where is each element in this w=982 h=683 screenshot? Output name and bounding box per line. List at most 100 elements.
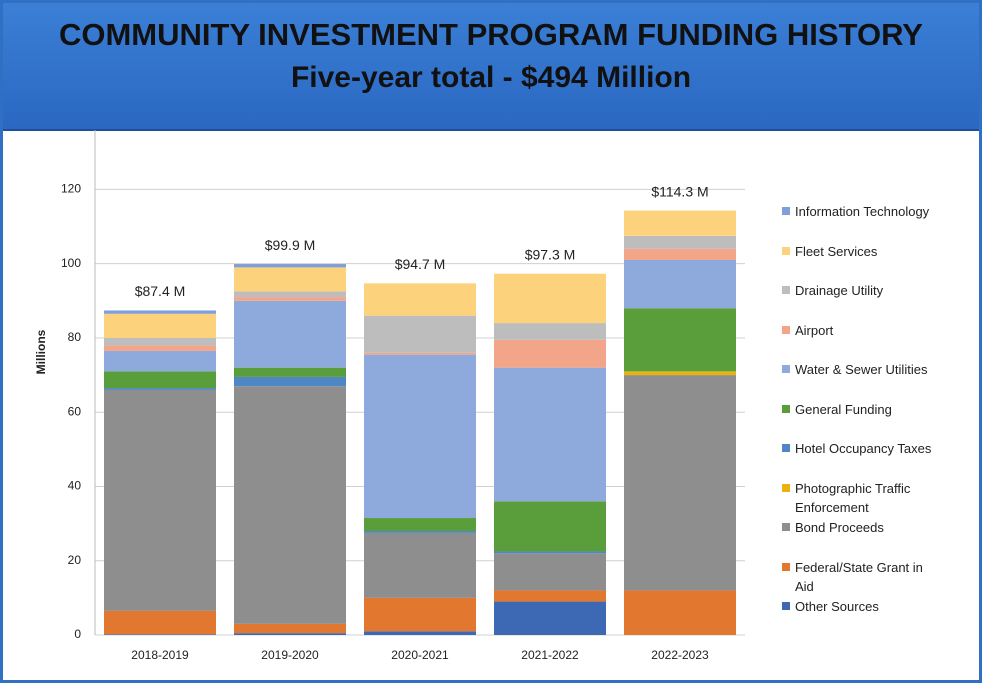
legend-label: Information Technology	[795, 204, 930, 219]
legend-item: Federal/State Grant in Aid	[782, 558, 930, 596]
bar-segment	[624, 259, 736, 309]
bar-segment	[234, 376, 346, 387]
y-tick-label: 100	[61, 256, 81, 270]
bar-segment	[364, 631, 476, 635]
total-label: $94.7 M	[395, 256, 446, 272]
y-axis-label: Millions	[34, 329, 48, 374]
bar-segment	[104, 310, 216, 314]
x-tick-label: 2020-2021	[391, 648, 449, 662]
bar-segment	[494, 551, 606, 554]
x-tick-label: 2019-2020	[261, 648, 319, 662]
legend-swatch	[782, 444, 790, 452]
bar-segment	[104, 610, 216, 635]
legend-item: Hotel Occupancy Taxes	[782, 439, 975, 458]
bar-segment	[104, 389, 216, 611]
bar-segment	[624, 375, 736, 591]
legend-swatch	[782, 562, 790, 571]
bar-segment	[104, 388, 216, 390]
x-tick-label: 2022-2023	[651, 648, 709, 662]
bar-segment	[234, 264, 346, 268]
total-label: $114.3 M	[651, 183, 708, 199]
legend-swatch	[782, 207, 790, 215]
bar-segment	[494, 590, 606, 602]
legend-item: Drainage Utility	[782, 281, 975, 300]
bar-segment	[364, 283, 476, 316]
bar-segment	[624, 308, 736, 372]
bar-segment	[234, 623, 346, 634]
legend-item: Water & Sewer Utilities	[782, 360, 975, 379]
y-tick-label: 0	[74, 627, 81, 641]
bar-segment	[234, 633, 346, 635]
x-tick-label: 2021-2022	[521, 648, 579, 662]
legend-label: Water & Sewer Utilities	[795, 362, 928, 377]
legend-item: General Funding	[782, 400, 975, 419]
chart-title: COMMUNITY INVESTMENT PROGRAM FUNDING HIS…	[58, 17, 923, 52]
legend-item: Bond Proceeds	[782, 518, 975, 537]
header: COMMUNITY INVESTMENT PROGRAM FUNDING HIS…	[3, 3, 979, 131]
bar-segment	[234, 267, 346, 292]
bar-segment	[364, 354, 476, 519]
bar-segment	[494, 323, 606, 340]
bar-segment	[624, 590, 736, 635]
total-label: $97.3 M	[525, 246, 576, 262]
legend-label: Photographic Traffic Enforcement	[795, 480, 911, 515]
legend-item: Other Sources	[782, 597, 975, 616]
bar-segment	[234, 367, 346, 377]
y-tick-label: 20	[68, 553, 82, 567]
legend-swatch	[782, 286, 790, 294]
bar-segment	[234, 297, 346, 301]
bar-segment	[104, 345, 216, 351]
legend-item: Information Technology	[782, 202, 975, 221]
bar-segment	[104, 371, 216, 389]
bar-segment	[364, 518, 476, 532]
legend-label: Drainage Utility	[795, 283, 884, 298]
bar-segment	[104, 634, 216, 635]
legend-label: Bond Proceeds	[795, 520, 884, 535]
bar-segment	[494, 339, 606, 368]
legend-label: General Funding	[795, 401, 892, 417]
bar-segment	[364, 352, 476, 355]
bar-segment	[494, 553, 606, 591]
bar-segment	[624, 248, 736, 260]
legend-swatch	[782, 246, 790, 255]
bar-segment	[234, 386, 346, 624]
chart-subtitle: Five-year total - $494 Million	[290, 61, 692, 94]
bar-segment	[234, 300, 346, 368]
y-tick-label: 60	[68, 404, 82, 418]
bar-segment	[104, 313, 216, 338]
y-tick-label: 40	[68, 479, 82, 493]
legend-item: Fleet Services	[782, 242, 975, 261]
x-tick-label: 2018-2019	[131, 648, 189, 662]
legend-swatch	[782, 602, 790, 610]
bar-segment	[364, 532, 476, 598]
legend-label: Fleet Services	[795, 243, 878, 259]
legend-swatch	[782, 365, 790, 373]
bar-segment	[624, 371, 736, 376]
bar-segment	[104, 337, 216, 346]
bar-segment	[364, 315, 476, 353]
legend-swatch	[782, 325, 790, 334]
bar-segment	[364, 597, 476, 632]
bar-segment	[494, 501, 606, 552]
legend-label: Federal/State Grant in Aid	[795, 559, 923, 594]
bar-segment	[624, 210, 736, 236]
legend-label: Hotel Occupancy Taxes	[795, 441, 932, 456]
legend-item: Photographic Traffic Enforcement	[782, 479, 930, 517]
total-label: $99.9 M	[265, 237, 316, 253]
legend-swatch	[782, 404, 790, 413]
bar-segment	[494, 601, 606, 635]
bar-segment	[494, 367, 606, 502]
total-label: $87.4 M	[135, 283, 186, 299]
y-tick-label: 120	[61, 182, 81, 196]
bar-segment	[494, 273, 606, 324]
bar-segment	[364, 531, 476, 533]
legend-item: Airport	[782, 321, 975, 340]
legend-swatch	[782, 483, 790, 492]
legend-label: Other Sources	[795, 599, 879, 614]
bar-segment	[104, 350, 216, 372]
bar-segment	[624, 235, 736, 249]
legend-swatch	[782, 523, 790, 531]
legend-label: Airport	[795, 322, 834, 338]
